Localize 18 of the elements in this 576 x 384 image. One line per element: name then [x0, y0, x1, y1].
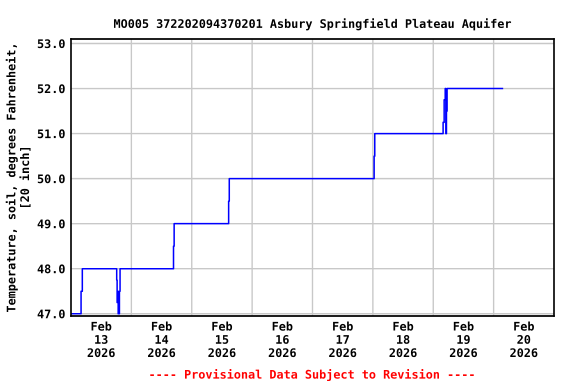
- x-tick-label: Feb 17 2026: [329, 322, 356, 358]
- x-tick-label: Feb 13 2026: [88, 322, 115, 358]
- x-tick-label: Feb 18 2026: [390, 322, 417, 358]
- y-tick-label: 49.0: [38, 219, 65, 228]
- x-tick-label: Feb 20 2026: [510, 322, 538, 358]
- y-tick-label: 52.0: [38, 84, 65, 94]
- y-tick-label: 51.0: [38, 129, 65, 138]
- y-tick-label: 53.0: [38, 39, 65, 48]
- text: ---- Provisional Data Subject to Revision ----: [150, 368, 474, 382]
- x-tick-label: Feb 15 2026: [208, 322, 236, 358]
- x-tick-label: Feb 19 2026: [450, 322, 478, 358]
- y-tick-label: 50.0: [38, 174, 65, 184]
- x-tick-label: Feb 16 2026: [268, 322, 296, 358]
- chart-title: MO005 372202094370201 Asbury Springfield Plateau Aquifer: [114, 18, 512, 30]
- y-tick-label: 47.0: [38, 309, 65, 318]
- x-tick-label: Feb 14 2026: [148, 322, 176, 358]
- y-tick-label: 48.0: [38, 264, 65, 274]
- y-axis-title: Temperature, soil, degrees Fahrenheit, [20 inch]: [6, 45, 31, 312]
